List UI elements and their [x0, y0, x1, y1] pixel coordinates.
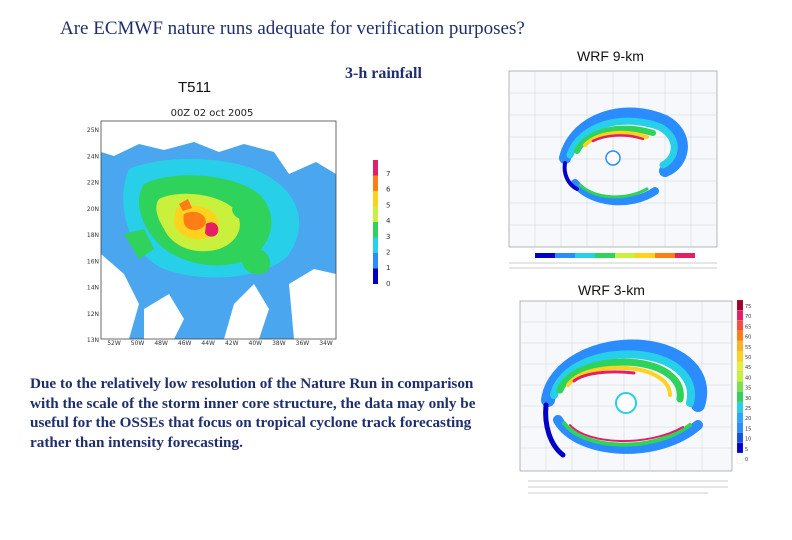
- wrf3-colorbar-swatch: [736, 422, 744, 433]
- wrf3-colorbar-label: 60: [745, 335, 751, 341]
- wrf3-colorbar-label: 25: [745, 406, 751, 412]
- wrf3-colorbar-swatch: [736, 361, 744, 372]
- wrf3-colorbar-label: 15: [745, 426, 751, 432]
- wrf3-colorbar-swatch: [736, 432, 744, 443]
- t511-lat-label: 13N: [87, 337, 99, 344]
- t511-lat-label: 22N: [87, 180, 99, 187]
- t511-label: T511: [178, 79, 212, 96]
- wrf3-colorbar-swatch: [736, 371, 744, 382]
- t511-rainfall-map: 00Z 02 oct 2005 25N 24N 22N 20N 18N 16N 14N 12N…: [84, 104, 340, 346]
- t511-colorbar: 7 6 5 4 3 2 1 0: [373, 160, 391, 288]
- wrf3-colorbar-label: 30: [745, 396, 751, 402]
- t511-lat-label: 24N: [87, 153, 99, 160]
- wrf9-colorbar: [535, 253, 695, 258]
- t511-colorbar-swatch: [373, 237, 378, 253]
- wrf3-colorbar-swatch: [736, 310, 744, 321]
- wrf3-colorbar-swatch: [736, 299, 744, 311]
- wrf3-colorbar-label: 40: [745, 375, 751, 381]
- t511-colorbar-swatch: [373, 268, 378, 284]
- t511-lon-label: 38W: [272, 340, 286, 346]
- t511-lat-label: 16N: [87, 258, 99, 265]
- t511-lon-label: 46W: [178, 340, 192, 346]
- t511-plot-area: [100, 120, 337, 340]
- t511-lat-label: 25N: [87, 127, 99, 134]
- t511-lon-label: 50W: [131, 340, 145, 346]
- wrf3-colorbar-label: 65: [745, 324, 751, 330]
- wrf3-colorbar-swatch: [736, 412, 744, 423]
- t511-colorbar-label: 3: [386, 233, 390, 241]
- wrf3-colorbar-label: 35: [745, 386, 751, 392]
- wrf3-label: WRF 3-km: [578, 282, 645, 298]
- slide-title: Are ECMWF nature runs adequate for verif…: [60, 18, 525, 39]
- t511-colorbar-label: 1: [386, 264, 390, 272]
- wrf3-colorbar-label: 50: [745, 355, 751, 361]
- t511-lat-label: 12N: [87, 311, 99, 318]
- t511-colorbar-label: 2: [386, 249, 390, 257]
- t511-colorbar-label: 4: [386, 217, 391, 225]
- t511-colorbar-swatch: [373, 253, 378, 269]
- t511-colorbar-label: 6: [386, 186, 391, 194]
- wrf3-colorbar-label: 45: [745, 365, 751, 371]
- wrf3-colorbar-swatch: [736, 381, 744, 392]
- wrf3-plot-area: [519, 300, 733, 472]
- t511-colorbar-label: 5: [386, 201, 390, 209]
- wrf9-rainfall-map: [505, 63, 727, 275]
- wrf3-colorbar-label: 75: [745, 304, 751, 310]
- t511-colorbar-swatch: [373, 191, 378, 207]
- t511-lon-label: 36W: [296, 340, 310, 346]
- wrf3-colorbar-swatch: [736, 330, 744, 341]
- slide-caption: Due to the relatively low resolution of …: [30, 375, 476, 451]
- wrf3-colorbar-label: 0: [745, 457, 748, 463]
- t511-colorbar-label: 7: [386, 170, 390, 178]
- wrf9-label: WRF 9-km: [577, 48, 644, 64]
- wrf3-rainfall-map: [508, 295, 758, 510]
- t511-map-title: 00Z 02 oct 2005: [171, 108, 254, 119]
- wrf3-colorbar-label: 20: [745, 416, 751, 422]
- t511-colorbar-swatch: [373, 175, 378, 191]
- wrf3-colorbar-swatch: [736, 320, 744, 331]
- t511-colorbar-swatch: [373, 160, 378, 176]
- wrf3-colorbar-swatch: [736, 340, 744, 352]
- t511-lon-label: 34W: [319, 340, 333, 346]
- wrf3-colorbar-swatch: [736, 442, 744, 454]
- wrf3-colorbar-label: 10: [745, 437, 751, 443]
- t511-lon-axis: 52W 50W 48W 46W 44W 42W 40W 38W 36W 34W: [107, 340, 333, 346]
- t511-lon-label: 40W: [249, 340, 263, 346]
- wrf3-colorbar-swatch: [736, 391, 744, 403]
- wrf3-colorbar-label: 70: [745, 314, 751, 320]
- wrf9-plot-area: [508, 70, 718, 248]
- t511-lon-label: 52W: [107, 340, 121, 346]
- wrf3-colorbar-swatch: [736, 350, 744, 362]
- t511-lat-axis: 25N 24N 22N 20N 18N 16N 14N 12N 13N: [87, 127, 99, 344]
- t511-colorbar-swatch: [373, 206, 378, 222]
- t511-lon-label: 42W: [225, 340, 239, 346]
- t511-colorbar-swatch: [373, 222, 378, 238]
- t511-lat-label: 18N: [87, 232, 99, 239]
- t511-lon-label: 44W: [201, 340, 215, 346]
- rainfall-label: 3-h rainfall: [345, 65, 422, 82]
- t511-lat-label: 14N: [87, 285, 99, 292]
- wrf3-colorbar-swatch: [736, 401, 744, 413]
- t511-lon-label: 48W: [154, 340, 168, 346]
- wrf3-colorbar-swatch: [736, 452, 744, 464]
- t511-colorbar-label: 0: [386, 280, 390, 288]
- wrf3-colorbar-label: 5: [745, 447, 748, 453]
- t511-lat-label: 20N: [87, 206, 99, 213]
- wrf3-colorbar-label: 55: [745, 345, 751, 351]
